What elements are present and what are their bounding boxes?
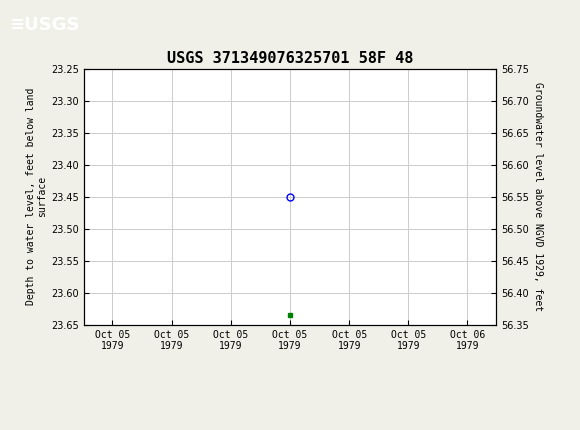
Text: USGS 371349076325701 58F 48: USGS 371349076325701 58F 48 <box>167 51 413 65</box>
Y-axis label: Depth to water level, feet below land
surface: Depth to water level, feet below land su… <box>26 88 47 305</box>
Text: ≡USGS: ≡USGS <box>9 16 79 34</box>
Y-axis label: Groundwater level above NGVD 1929, feet: Groundwater level above NGVD 1929, feet <box>533 82 543 311</box>
